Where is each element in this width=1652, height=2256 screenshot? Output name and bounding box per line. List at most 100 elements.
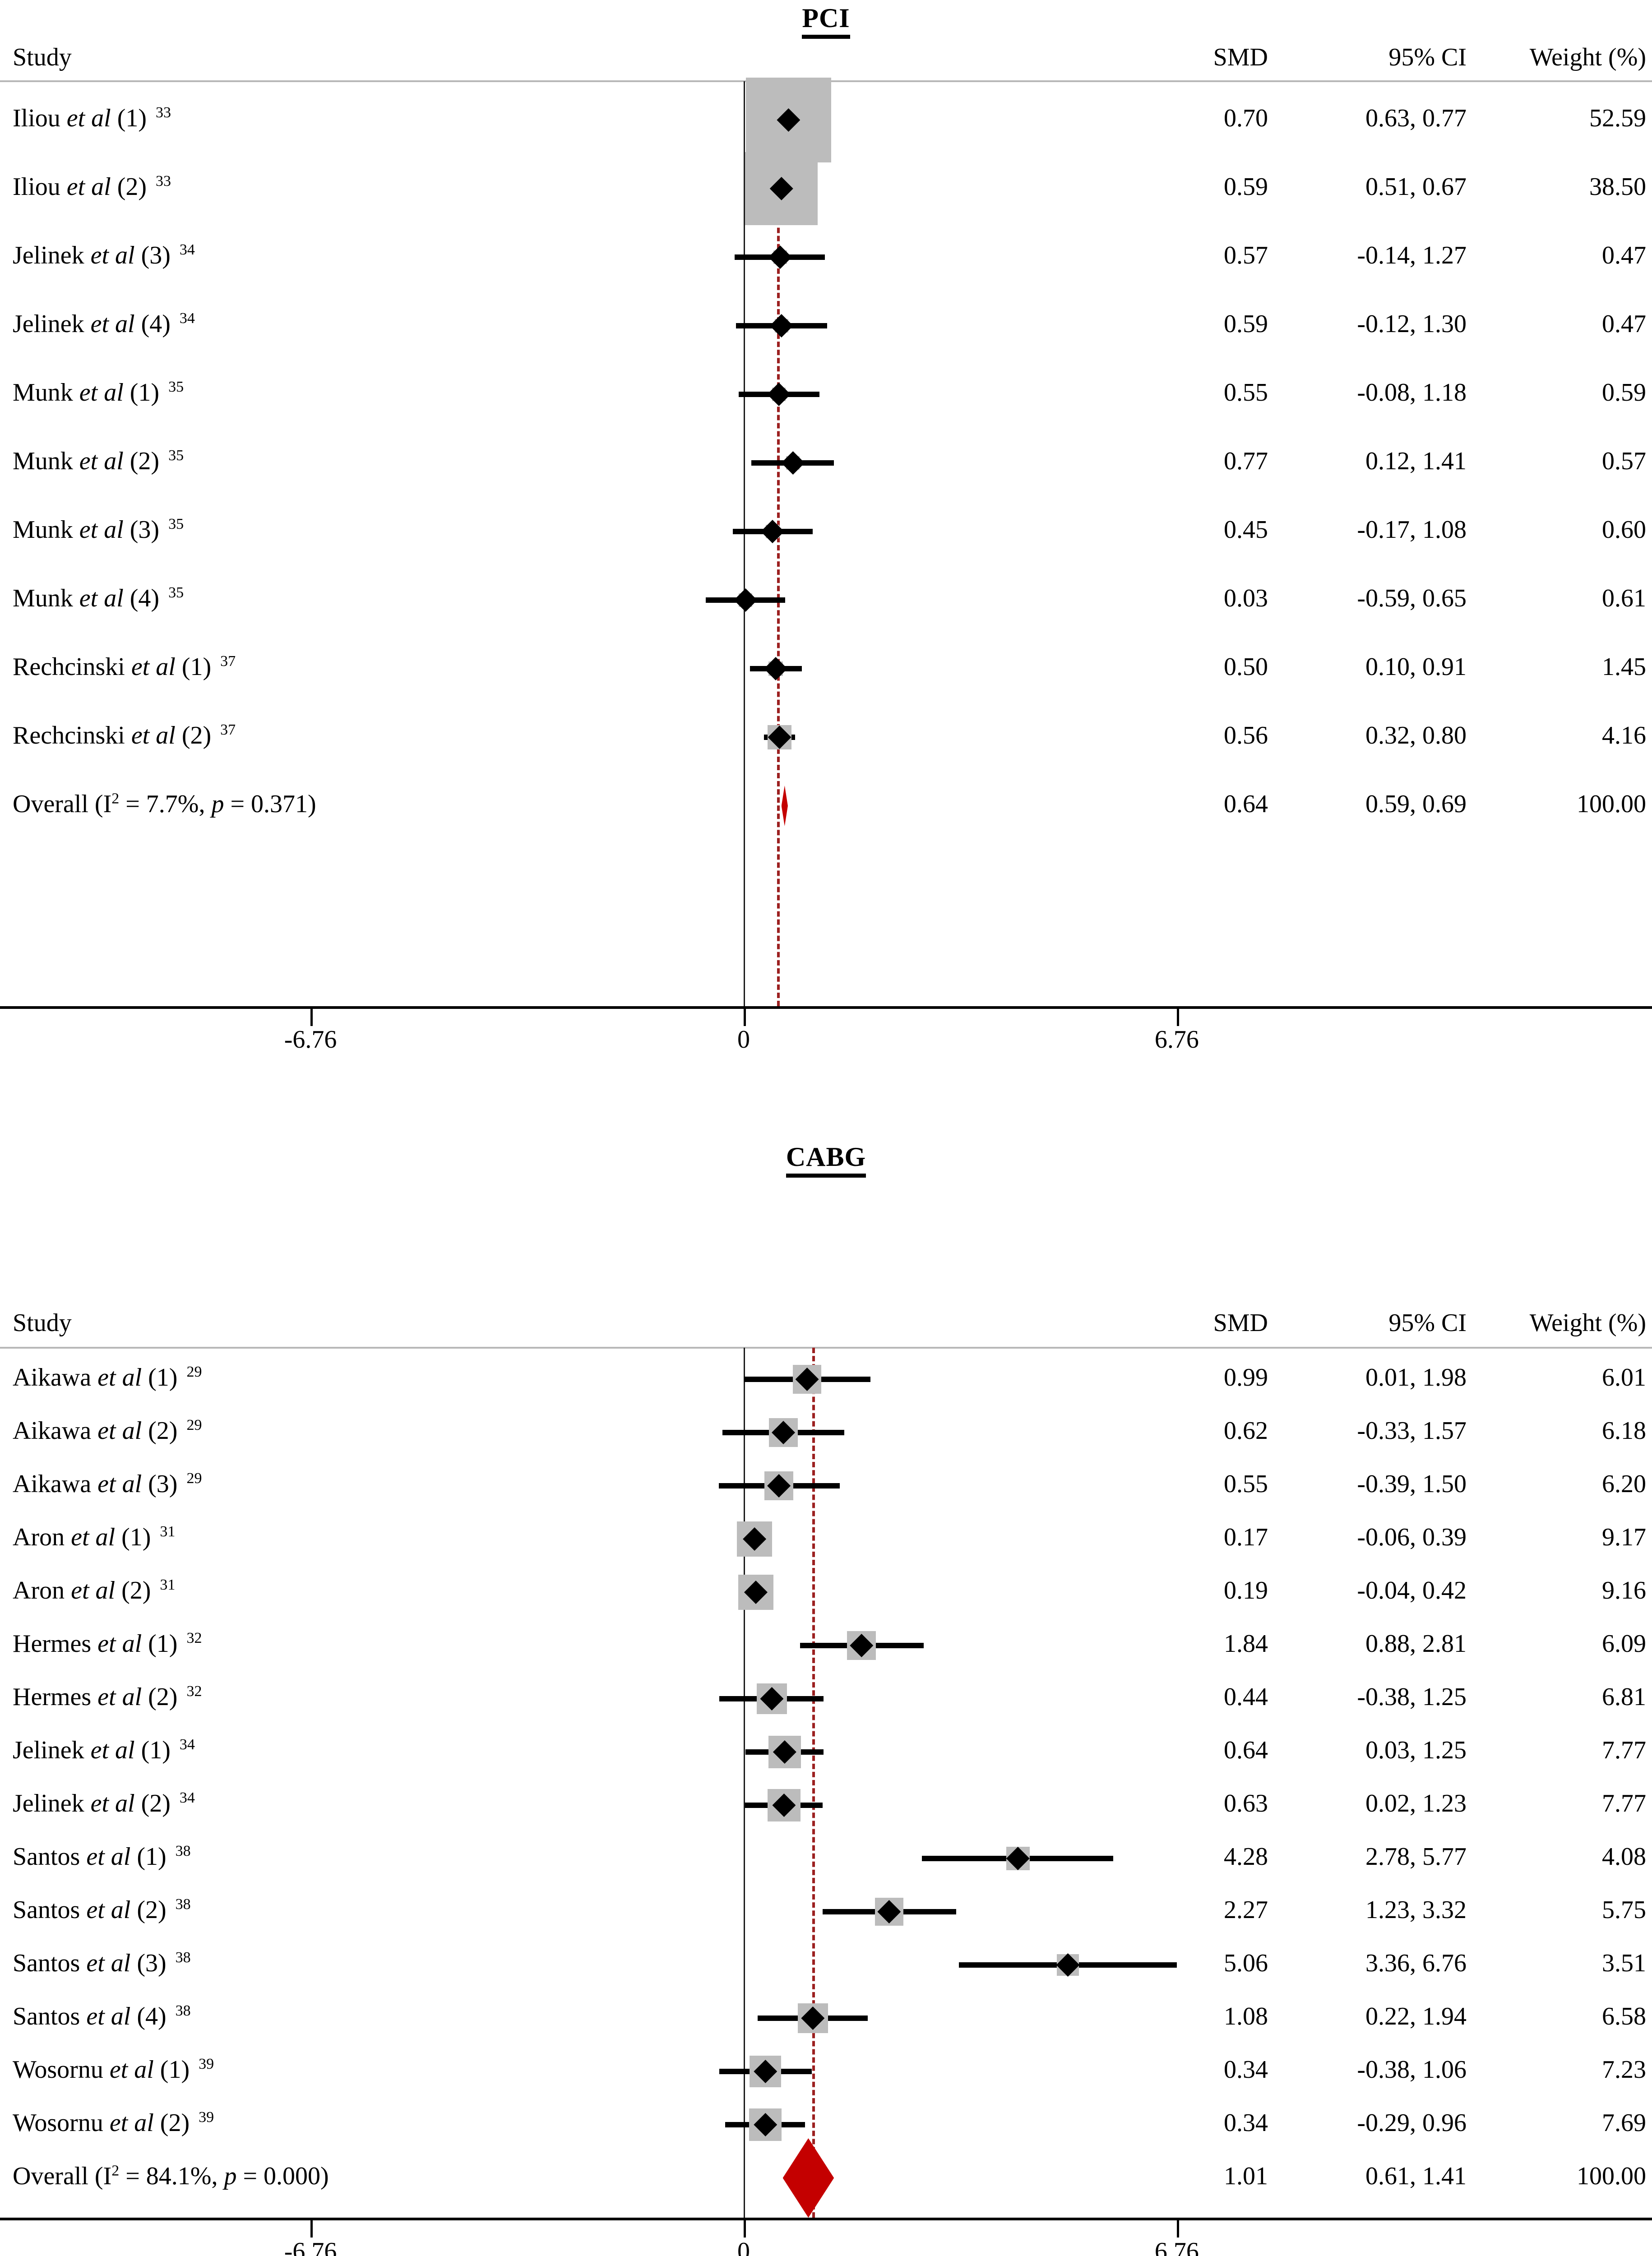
cell-ci: -0.38, 1.06: [1357, 2056, 1467, 2084]
study-label: Wosornu et al (2) 39: [13, 2109, 214, 2137]
pooled-effect-diamond: [782, 2138, 834, 2218]
x-axis-tick-label: 0: [737, 2238, 750, 2256]
cell-ci: 0.32, 0.80: [1365, 721, 1467, 749]
point-estimate-marker: [734, 588, 758, 612]
cell-weight: 6.20: [1602, 1470, 1646, 1498]
cell-weight: 6.81: [1602, 1683, 1646, 1711]
panel-title-pci: PCI: [0, 3, 1652, 39]
study-label: Aron et al (2) 31: [13, 1576, 176, 1604]
cell-smd: 0.55: [1224, 379, 1268, 407]
point-estimate-marker: [769, 314, 793, 337]
cell-smd: 0.99: [1224, 1364, 1268, 1392]
cell-smd: 0.17: [1224, 1523, 1268, 1551]
cell-smd: 0.34: [1224, 2056, 1268, 2084]
x-axis-tick: [310, 1009, 313, 1026]
column-header-ci: 95% CI: [1388, 1309, 1467, 1337]
cell-weight: 4.16: [1602, 721, 1646, 749]
cell-ci: -0.08, 1.18: [1357, 379, 1467, 407]
cell-smd: 1.08: [1224, 2002, 1268, 2030]
study-label: Santos et al (3) 38: [13, 1949, 191, 1977]
cell-ci: -0.33, 1.57: [1357, 1417, 1467, 1445]
panel-title-text: CABG: [786, 1142, 866, 1178]
cell-overall-weight: 100.00: [1577, 2162, 1646, 2190]
study-label: Santos et al (4) 38: [13, 2002, 191, 2030]
study-label: Rechcinski et al (2) 37: [13, 721, 236, 749]
cell-smd: 0.77: [1224, 447, 1268, 475]
cell-smd: 1.84: [1224, 1630, 1268, 1658]
cell-ci: -0.12, 1.30: [1357, 310, 1467, 338]
cell-weight: 0.59: [1602, 379, 1646, 407]
cell-ci: 2.78, 5.77: [1365, 1843, 1467, 1871]
study-label: Jelinek et al (1) 34: [13, 1736, 195, 1764]
cell-smd: 0.03: [1224, 584, 1268, 612]
cell-ci: 0.63, 0.77: [1365, 104, 1467, 132]
cell-smd: 0.63: [1224, 1789, 1268, 1817]
pooled-reference-line: [777, 81, 780, 1006]
x-axis-line: [0, 1006, 1652, 1009]
study-label: Wosornu et al (1) 39: [13, 2056, 214, 2084]
study-label: Iliou et al (1) 33: [13, 104, 171, 132]
cell-ci: -0.59, 0.65: [1357, 584, 1467, 612]
study-label: Aikawa et al (2) 29: [13, 1417, 202, 1445]
study-label: Munk et al (3) 35: [13, 516, 184, 544]
x-axis-tick-label: 6.76: [1154, 1026, 1199, 1054]
study-label: Hermes et al (2) 32: [13, 1683, 202, 1711]
cell-ci: 0.02, 1.23: [1365, 1789, 1467, 1817]
column-header-weight: Weight (%): [1529, 43, 1646, 71]
cell-ci: 0.01, 1.98: [1365, 1364, 1467, 1392]
point-estimate-marker: [767, 383, 791, 406]
cell-ci: 0.88, 2.81: [1365, 1630, 1467, 1658]
cell-overall-ci: 0.61, 1.41: [1365, 2162, 1467, 2190]
cell-weight: 6.18: [1602, 1417, 1646, 1445]
cell-ci: -0.39, 1.50: [1357, 1470, 1467, 1498]
cell-weight: 3.51: [1602, 1949, 1646, 1977]
x-axis-tick-label: 6.76: [1154, 2238, 1199, 2256]
x-axis-tick: [744, 2220, 746, 2238]
column-header-weight: Weight (%): [1529, 1309, 1646, 1337]
point-estimate-marker: [768, 245, 792, 269]
x-axis-tick-label: 0: [737, 1026, 750, 1054]
cell-ci: -0.04, 0.42: [1357, 1576, 1467, 1604]
cell-weight: 38.50: [1589, 173, 1646, 201]
study-label: Munk et al (4) 35: [13, 584, 184, 612]
x-axis-line: [0, 2218, 1652, 2220]
cell-ci: 0.10, 0.91: [1365, 653, 1467, 681]
cell-ci: 0.51, 0.67: [1365, 173, 1467, 201]
study-label: Munk et al (2) 35: [13, 447, 184, 475]
study-label: Jelinek et al (4) 34: [13, 310, 195, 338]
cell-smd: 0.50: [1224, 653, 1268, 681]
pooled-reference-line: [812, 1348, 815, 2218]
cell-smd: 0.55: [1224, 1470, 1268, 1498]
study-label: Aikawa et al (1) 29: [13, 1364, 202, 1392]
column-header-smd: SMD: [1213, 43, 1268, 71]
pooled-effect-diamond: [781, 786, 788, 826]
study-label: Rechcinski et al (1) 37: [13, 653, 236, 681]
column-header-study: Study: [13, 43, 72, 71]
point-estimate-marker: [764, 657, 787, 680]
cell-overall-weight: 100.00: [1577, 790, 1646, 818]
cell-ci: -0.29, 0.96: [1357, 2109, 1467, 2137]
cell-weight: 7.77: [1602, 1789, 1646, 1817]
cell-weight: 7.69: [1602, 2109, 1646, 2137]
cell-smd: 0.57: [1224, 241, 1268, 269]
cell-weight: 0.60: [1602, 516, 1646, 544]
x-axis-tick-label: -6.76: [284, 1026, 337, 1054]
panel-title-text: PCI: [802, 3, 850, 39]
cell-ci: 0.12, 1.41: [1365, 447, 1467, 475]
cell-weight: 0.47: [1602, 310, 1646, 338]
cell-ci: 0.03, 1.25: [1365, 1736, 1467, 1764]
cell-ci: -0.06, 0.39: [1357, 1523, 1467, 1551]
overall-label: Overall (I2 = 7.7%, p = 0.371): [13, 790, 316, 818]
x-axis-tick: [310, 2220, 313, 2238]
x-axis-tick: [1176, 2220, 1179, 2238]
cell-weight: 9.17: [1602, 1523, 1646, 1551]
point-estimate-marker: [760, 520, 784, 543]
cell-weight: 0.47: [1602, 241, 1646, 269]
cell-weight: 6.01: [1602, 1364, 1646, 1392]
column-header-ci: 95% CI: [1388, 43, 1467, 71]
cell-weight: 9.16: [1602, 1576, 1646, 1604]
cell-smd: 0.56: [1224, 721, 1268, 749]
cell-smd: 0.44: [1224, 1683, 1268, 1711]
x-axis-tick: [1176, 1009, 1179, 1026]
header-rule: [0, 1347, 1652, 1349]
